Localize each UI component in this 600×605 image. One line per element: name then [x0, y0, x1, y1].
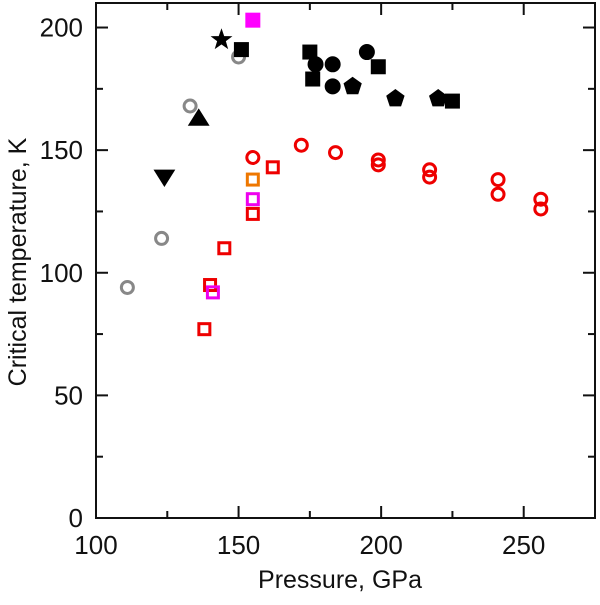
orange-open-square-point	[245, 172, 260, 187]
black-circle-point	[358, 44, 375, 61]
black-circle-point	[307, 56, 324, 73]
black-square-point	[233, 42, 249, 58]
y-axis-label: Critical temperature, K	[4, 137, 32, 386]
tick-labels: 100 150 200 250 0 50 100 150 200	[40, 13, 546, 560]
black-triangle-down-point	[153, 169, 176, 188]
gray-open-circle-point	[119, 279, 135, 295]
black-pentagon-point	[429, 88, 448, 107]
red-open-circle-point	[490, 172, 506, 188]
gray-open-circle-point	[154, 230, 170, 246]
red-open-circle-point	[370, 152, 386, 168]
black-star-point	[210, 28, 233, 50]
red-open-circle-point	[490, 186, 506, 202]
x-axis-label: Pressure, GPa	[258, 566, 422, 594]
y-tick-label: 0	[69, 503, 83, 533]
y-tick-label: 50	[54, 380, 83, 410]
magenta-open-square-point	[245, 192, 260, 207]
x-tick-label: 250	[502, 530, 545, 560]
black-square-point	[305, 71, 321, 87]
red-open-circle-point	[533, 201, 549, 217]
black-triangle-up-point	[187, 108, 210, 126]
red-open-square-point	[217, 241, 232, 256]
y-tick-label: 200	[40, 13, 83, 43]
red-open-circle-point	[370, 157, 386, 173]
magenta-open-square-point	[205, 285, 220, 300]
black-pentagon-point	[343, 76, 362, 95]
red-open-circle-point	[245, 150, 261, 165]
gray-open-circle-point	[182, 98, 198, 114]
black-square-point	[370, 59, 386, 75]
red-open-circle-point	[293, 137, 309, 153]
red-open-circle-point	[533, 191, 549, 207]
x-tick-label: 150	[217, 530, 260, 560]
red-open-square-point	[245, 206, 260, 221]
red-open-circle-point	[422, 162, 438, 178]
red-open-circle-point	[422, 169, 438, 185]
red-open-square-point	[197, 322, 212, 337]
magenta-filled-square-point	[245, 12, 261, 28]
data-points	[119, 12, 549, 337]
black-pentagon-point	[386, 88, 405, 107]
black-circle-point	[324, 56, 341, 73]
red-open-circle-point	[328, 145, 344, 161]
red-open-square-point	[203, 278, 218, 293]
y-tick-label: 100	[40, 258, 83, 288]
plot-frame	[95, 2, 596, 519]
red-open-square-point	[265, 160, 280, 175]
x-tick-label: 100	[74, 530, 117, 560]
y-tick-label: 150	[40, 135, 83, 165]
axis-ticks	[95, 3, 596, 519]
x-tick-label: 200	[359, 530, 402, 560]
black-square-point	[444, 93, 460, 109]
black-circle-point	[324, 78, 341, 95]
